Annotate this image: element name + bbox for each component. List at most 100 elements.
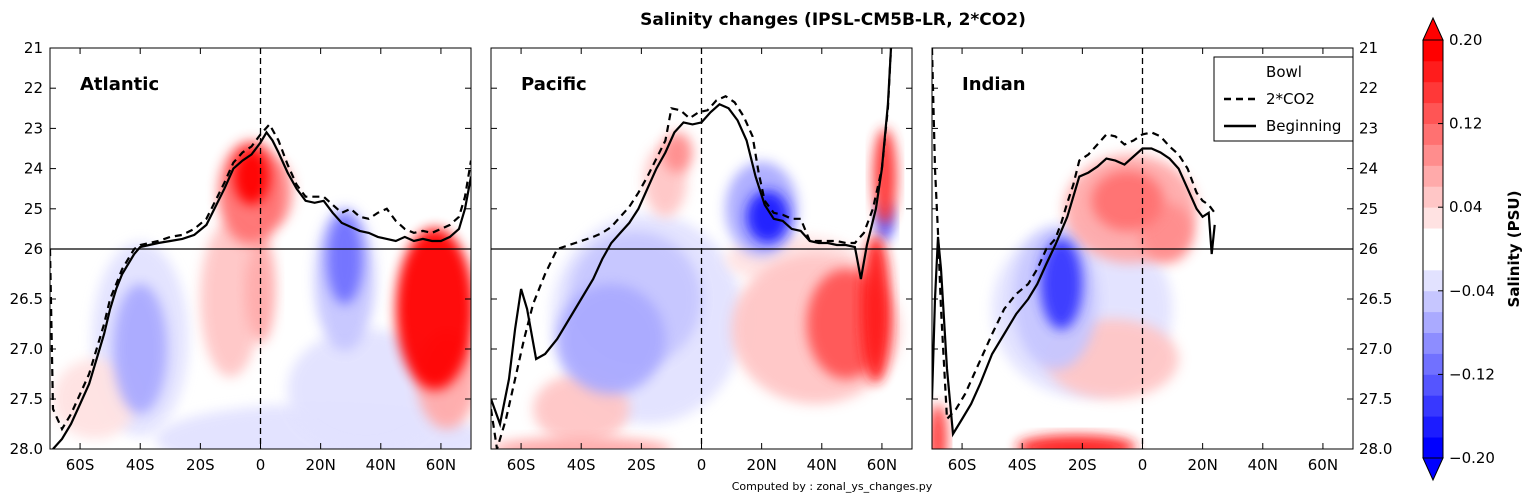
y-tick-label-right: 26.5 bbox=[1359, 290, 1392, 308]
positive-anomaly-6 bbox=[1091, 170, 1164, 231]
colorbar-level-13 bbox=[1423, 144, 1443, 166]
y-tick-label-right: 27.5 bbox=[1359, 390, 1392, 408]
x-tick-label: 20S bbox=[627, 456, 656, 474]
anomaly-field bbox=[53, 140, 471, 449]
panel-pacific: Pacific 60S 40S 20S 0 20N 40N 60N bbox=[490, 47, 913, 474]
y-tick-label: 27.0 bbox=[10, 340, 43, 358]
negative-anomaly-13 bbox=[746, 190, 789, 243]
x-tick-label: 60S bbox=[507, 456, 536, 474]
colorbar-level-3 bbox=[1423, 374, 1443, 396]
basin-label: Indian bbox=[962, 74, 1026, 95]
x-tick-label: 40S bbox=[126, 456, 155, 474]
x-tick-label: 40S bbox=[1008, 456, 1037, 474]
colorbar-level-16 bbox=[1423, 81, 1443, 104]
panel-indian: Indian 60S 40S 20S 0 20N 40N 60N 21 22 23 24 25 26 26.… bbox=[931, 39, 1392, 474]
basin-label: Pacific bbox=[521, 74, 587, 95]
x-tick-label: 40N bbox=[366, 456, 396, 474]
colorbar-level-15 bbox=[1423, 102, 1443, 124]
x-tick-label: 20N bbox=[305, 456, 335, 474]
y-tick-label: 22 bbox=[24, 79, 43, 97]
colorbar-level-1 bbox=[1423, 416, 1443, 438]
x-tick-label: 20S bbox=[1068, 456, 1097, 474]
basin-label: Atlantic bbox=[80, 74, 159, 95]
colorbar-level-8 bbox=[1423, 269, 1443, 292]
colorbar-level-10 bbox=[1423, 207, 1443, 229]
x-tick-label: 40N bbox=[1248, 456, 1278, 474]
colorbar-level-7 bbox=[1423, 290, 1443, 313]
legend-entry-label: 2*CO2 bbox=[1266, 90, 1315, 108]
negative-anomaly-11 bbox=[326, 213, 363, 305]
colorbar-level-12 bbox=[1423, 165, 1443, 187]
x-tick-label: 0 bbox=[256, 456, 266, 474]
panels: Atlantic 60S 40S 20S 0 20N 40N 60N 21 22 23 24 25 26 2… bbox=[10, 39, 1393, 474]
bowl-2co2-line bbox=[491, 48, 893, 449]
y-tick-label: 26 bbox=[24, 240, 43, 258]
positive-anomaly-8 bbox=[932, 404, 947, 449]
colorbar-extend-min bbox=[1422, 457, 1444, 482]
bowl-beginning-line bbox=[52, 130, 471, 449]
y-tick-label: 24 bbox=[24, 160, 43, 178]
colorbar-level-17 bbox=[1423, 60, 1443, 83]
x-tick-label: 60S bbox=[948, 456, 977, 474]
anomaly-field bbox=[932, 154, 1212, 449]
panel-atlantic: Atlantic 60S 40S 20S 0 20N 40N 60N 21 22 23 24 25 26 2… bbox=[10, 39, 472, 474]
y-tick-label: 27.5 bbox=[10, 390, 43, 408]
x-tick-label: 40S bbox=[567, 456, 596, 474]
y-tick-label: 28.0 bbox=[10, 440, 43, 458]
bowl-beginning-line bbox=[932, 147, 1216, 438]
x-tick-label: 20N bbox=[746, 456, 776, 474]
negative-anomaly-8 bbox=[557, 284, 666, 394]
y-tick-label: 21 bbox=[24, 39, 43, 57]
x-tick-label: 60N bbox=[1308, 456, 1338, 474]
colorbar-tick-label: 0.12 bbox=[1449, 115, 1482, 133]
negative-anomaly-7 bbox=[1040, 238, 1083, 330]
positive-anomaly-14 bbox=[860, 235, 891, 383]
x-tick-label: 0 bbox=[697, 456, 707, 474]
colorbar-level-4 bbox=[1423, 353, 1443, 375]
positive-anomaly-9 bbox=[1016, 435, 1137, 449]
y-tick-label: 26.5 bbox=[10, 290, 43, 308]
colorbar-level-9 bbox=[1423, 228, 1443, 271]
footer-note: Computed by : zonal_ys_changes.py bbox=[732, 480, 933, 493]
y-tick-label-right: 24 bbox=[1359, 160, 1378, 178]
colorbar-frame bbox=[1422, 39, 1444, 459]
x-tick-label: 60S bbox=[66, 456, 95, 474]
legend-title: Bowl bbox=[1266, 63, 1302, 81]
y-tick-label-right: 23 bbox=[1359, 119, 1378, 137]
bowl-2co2-line bbox=[50, 122, 471, 432]
x-tick-label: 60N bbox=[426, 456, 456, 474]
colorbar: −0.20 −0.12 −0.04 0.04 0.12 0.20 Salinity (PSU… bbox=[1422, 16, 1523, 482]
colorbar-extend-max bbox=[1422, 16, 1444, 41]
colorbar-level-11 bbox=[1423, 186, 1443, 208]
positive-anomaly-13 bbox=[395, 228, 471, 390]
colorbar-label: Salinity (PSU) bbox=[1505, 191, 1523, 308]
positive-anomaly-4 bbox=[200, 221, 261, 377]
x-tick-label: 20N bbox=[1187, 456, 1217, 474]
legend-entry-label: Beginning bbox=[1266, 117, 1341, 135]
legend: Bowl 2*CO2 Beginning bbox=[1213, 56, 1354, 142]
x-tick-label: 0 bbox=[1138, 456, 1148, 474]
colorbar-level-18 bbox=[1423, 40, 1443, 62]
y-tick-label-right: 21 bbox=[1359, 39, 1378, 57]
y-tick-label-right: 26 bbox=[1359, 240, 1378, 258]
chart-title: Salinity changes (IPSL-CM5B-LR, 2*CO2) bbox=[640, 10, 1026, 30]
colorbar-tick-label: 0.04 bbox=[1449, 198, 1482, 216]
y-tick-label-right: 22 bbox=[1359, 79, 1378, 97]
colorbar-tick-label: −0.20 bbox=[1449, 449, 1495, 467]
colorbar-tick-label: 0.20 bbox=[1449, 31, 1482, 49]
y-tick-label: 23 bbox=[24, 119, 43, 137]
x-tick-label: 60N bbox=[867, 456, 897, 474]
y-tick-label-right: 28.0 bbox=[1359, 440, 1392, 458]
colorbar-level-5 bbox=[1423, 332, 1443, 354]
positive-anomaly-12 bbox=[872, 128, 897, 225]
bowl-2co2-line bbox=[932, 48, 1216, 422]
colorbar-level-0 bbox=[1423, 437, 1443, 459]
colorbar-level-14 bbox=[1423, 123, 1443, 145]
positive-anomaly-12 bbox=[233, 148, 270, 205]
colorbar-level-2 bbox=[1423, 395, 1443, 417]
x-tick-label: 40N bbox=[807, 456, 837, 474]
colorbar-level-6 bbox=[1423, 311, 1443, 333]
y-tick-label: 25 bbox=[24, 200, 43, 218]
colorbar-tick-label: −0.12 bbox=[1449, 365, 1495, 383]
